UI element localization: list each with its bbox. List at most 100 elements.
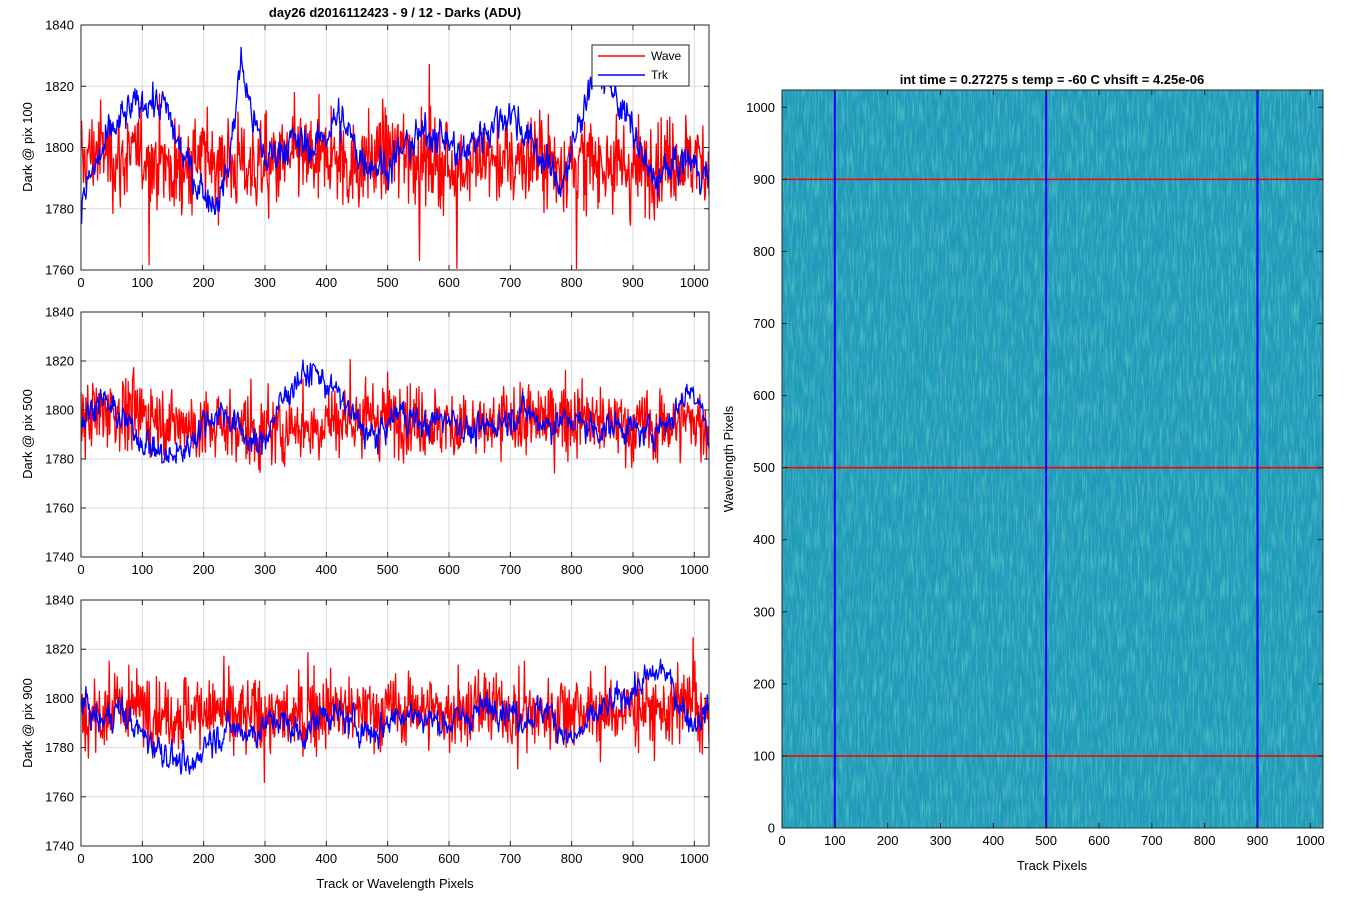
- x-tick-label: 400: [315, 851, 337, 866]
- y-tick-label: 1760: [45, 789, 74, 804]
- series-line-trk: [80, 658, 710, 775]
- x-tick-label: 100: [131, 275, 153, 290]
- x-tick-label: 0: [778, 833, 785, 848]
- x-tick-label: 200: [193, 851, 215, 866]
- x-tick-label: 1000: [680, 275, 709, 290]
- series-line-trk: [80, 359, 710, 464]
- series-layer: [80, 637, 710, 783]
- figure-title: day26 d2016112423 - 9 / 12 - Darks (ADU): [269, 5, 521, 20]
- row-column-markers: [782, 90, 1323, 828]
- x-tick-label: 400: [982, 833, 1004, 848]
- legend-wave-label: Wave: [651, 49, 682, 63]
- y-tick-label: 1800: [45, 691, 74, 706]
- x-tick-label: 900: [622, 562, 644, 577]
- line-plot-pix-900: 0 100 200 300 400 500 600 700 800 900 1000 1740 176…: [20, 593, 710, 891]
- x-tick-labels: 0 100 200 300 400 500 600 700 800 900 1000: [77, 312, 709, 577]
- x-tick-label: 900: [622, 851, 644, 866]
- y-tick-label: 1840: [45, 593, 74, 608]
- x-tick-label: 600: [1088, 833, 1110, 848]
- dark-frame-image: int time = 0.27275 s temp = -60 C vhsift…: [721, 72, 1325, 873]
- x-tick-label: 500: [377, 562, 399, 577]
- x-tick-label: 1000: [680, 562, 709, 577]
- x-tick-label: 500: [1035, 833, 1057, 848]
- series-line-wave: [80, 63, 710, 270]
- x-tick-label: 900: [622, 275, 644, 290]
- image-frame: [781, 89, 1324, 829]
- series-line-trk: [80, 46, 710, 224]
- y-tick-label: 700: [753, 316, 775, 331]
- x-tick-label: 800: [1194, 833, 1216, 848]
- x-tick-label: 200: [877, 833, 899, 848]
- x-tick-labels: 0 100 200 300 400 500 600 700 800 900 1000: [77, 25, 709, 290]
- x-tick-label: 400: [315, 275, 337, 290]
- y-tick-label: 1840: [45, 18, 74, 33]
- y-tick-label: 100: [753, 748, 775, 763]
- x-tick-label: 0: [77, 851, 84, 866]
- x-tick-label: 600: [438, 562, 460, 577]
- y-tick-label: 1740: [45, 550, 74, 565]
- y-tick-label: 1800: [45, 403, 74, 418]
- x-tick-label: 1000: [1296, 833, 1325, 848]
- x-tick-label: 0: [77, 275, 84, 290]
- x-tick-label: 400: [315, 562, 337, 577]
- y-tick-labels: 1760 1780 1800 1820 1840: [45, 18, 709, 278]
- x-tick-label: 200: [193, 275, 215, 290]
- y-tick-label: 1760: [45, 263, 74, 278]
- y-tick-label: 500: [753, 460, 775, 475]
- x-tick-labels: 0 100 200 300 400 500 600 700 800 900 1000: [77, 600, 709, 866]
- x-tick-label: 700: [1141, 833, 1163, 848]
- y-tick-label: 1800: [45, 140, 74, 155]
- y-tick-labels: 1740 1760 1780 1800 1820 1840: [45, 305, 709, 565]
- y-tick-label: 1740: [45, 839, 74, 854]
- x-axis-label: Track or Wavelength Pixels: [316, 876, 474, 891]
- y-tick-labels: 1740 1760 1780 1800 1820 1840: [45, 593, 709, 854]
- y-axis-label: Dark @ pix 100: [20, 102, 35, 192]
- x-tick-label: 700: [499, 562, 521, 577]
- y-tick-label: 300: [753, 604, 775, 619]
- y-tick-label: 0: [768, 821, 775, 836]
- x-tick-label: 900: [1247, 833, 1269, 848]
- y-tick-labels: 0 100 200 300 400 500 600 700 800 900 1000: [746, 100, 1323, 836]
- x-tick-label: 300: [254, 562, 276, 577]
- y-tick-label: 1820: [45, 642, 74, 657]
- y-tick-label: 1000: [746, 100, 775, 115]
- y-tick-label: 1760: [45, 501, 74, 516]
- y-tick-label: 600: [753, 388, 775, 403]
- y-tick-label: 1780: [45, 452, 74, 467]
- x-tick-label: 500: [377, 275, 399, 290]
- y-tick-label: 900: [753, 172, 775, 187]
- y-tick-label: 200: [753, 676, 775, 691]
- x-tick-label: 100: [824, 833, 846, 848]
- x-tick-label: 700: [499, 851, 521, 866]
- y-axis-label: Wavelength Pixels: [721, 405, 736, 512]
- x-tick-label: 1000: [680, 851, 709, 866]
- y-tick-label: 400: [753, 532, 775, 547]
- x-tick-label: 100: [131, 562, 153, 577]
- legend: Wave Trk: [591, 44, 690, 87]
- x-tick-labels: 0 100 200 300 400 500 600 700 800 900 1000: [778, 90, 1325, 848]
- y-axis-label: Dark @ pix 900: [20, 678, 35, 768]
- y-tick-label: 1780: [45, 201, 74, 216]
- y-tick-label: 1840: [45, 305, 74, 320]
- image-title: int time = 0.27275 s temp = -60 C vhsift…: [900, 72, 1205, 87]
- y-tick-label: 1780: [45, 740, 74, 755]
- line-plot-pix-500: 0 100 200 300 400 500 600 700 800 900 1000 1740 176…: [20, 305, 710, 577]
- legend-box: [591, 44, 690, 87]
- x-tick-label: 0: [77, 562, 84, 577]
- plot-frame: [80, 311, 710, 558]
- legend-trk-label: Trk: [651, 68, 669, 82]
- plot-frame: [80, 599, 710, 847]
- x-tick-label: 500: [377, 851, 399, 866]
- y-axis-label: Dark @ pix 500: [20, 389, 35, 479]
- y-tick-label: 800: [753, 244, 775, 259]
- series-layer: [80, 46, 710, 270]
- x-tick-label: 600: [438, 851, 460, 866]
- series-layer: [80, 358, 710, 474]
- x-tick-label: 200: [193, 562, 215, 577]
- x-tick-label: 800: [561, 851, 583, 866]
- image-texture-low: [782, 90, 1323, 828]
- x-tick-label: 100: [131, 851, 153, 866]
- x-tick-label: 300: [254, 275, 276, 290]
- y-tick-label: 1820: [45, 79, 74, 94]
